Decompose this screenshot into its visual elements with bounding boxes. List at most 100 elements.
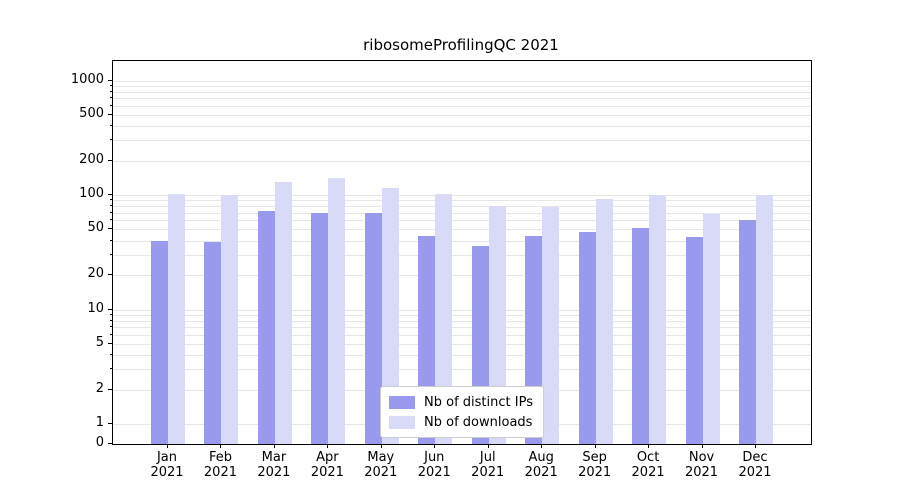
- x-tick-year: 2021: [310, 465, 344, 480]
- x-tick-label: Sep 2021: [563, 450, 627, 480]
- x-tick-year: 2021: [738, 465, 772, 480]
- bars-layer: [113, 61, 811, 444]
- x-tick-label: May 2021: [349, 450, 413, 480]
- x-tick-year: 2021: [524, 465, 558, 480]
- bar-oct-distinct-ips: [632, 228, 650, 444]
- gridline: [113, 275, 811, 277]
- chart-title: ribosomeProfilingQC 2021: [363, 36, 559, 54]
- gridline: [113, 320, 811, 322]
- y-minor-tick-mark: [110, 313, 112, 315]
- y-minor-tick-mark: [110, 326, 112, 328]
- gridline: [113, 195, 811, 196]
- legend-row-downloads: Nb of downloads: [389, 412, 533, 432]
- y-minor-tick-mark: [110, 253, 112, 255]
- y-minor-tick-mark: [110, 239, 112, 241]
- gridline: [113, 220, 811, 222]
- x-tick-month: Dec: [742, 450, 768, 465]
- y-minor-tick-mark: [110, 319, 112, 321]
- y-minor-tick-mark: [110, 219, 112, 221]
- y-minor-tick-mark: [110, 84, 112, 86]
- bar-jul-downloads: [488, 206, 506, 444]
- x-tick-mark: [541, 444, 543, 448]
- y-tick-mark: [108, 388, 112, 390]
- gridline: [113, 114, 811, 116]
- gridline: [113, 229, 811, 231]
- bar-jan-downloads: [168, 193, 185, 444]
- x-tick-year: 2021: [257, 465, 291, 480]
- y-tick-label: 100: [79, 186, 104, 201]
- bar-feb-distinct-ips: [204, 241, 222, 444]
- bar-dec-downloads: [756, 195, 773, 444]
- y-minor-tick-mark: [110, 90, 112, 92]
- bar-sep-distinct-ips: [578, 231, 596, 444]
- x-tick-month: Feb: [208, 450, 232, 465]
- x-tick-label: Jan 2021: [135, 450, 199, 480]
- x-tick-mark: [434, 444, 436, 448]
- x-tick-mark: [487, 444, 489, 448]
- y-tick-label: 500: [79, 105, 104, 121]
- x-tick-month: Jul: [479, 450, 496, 465]
- gridline: [113, 355, 811, 357]
- gridline: [113, 240, 811, 242]
- y-minor-tick-mark: [110, 125, 112, 127]
- y-tick-label: 200: [79, 151, 104, 167]
- y-tick-mark: [108, 423, 112, 424]
- x-tick-mark: [701, 444, 703, 448]
- y-minor-tick-mark: [110, 211, 112, 213]
- x-tick-year: 2021: [150, 465, 184, 480]
- x-tick-mark: [380, 444, 382, 448]
- legend-swatch-downloads: [389, 415, 416, 429]
- gridline: [113, 327, 811, 329]
- y-tick-label: 2: [95, 380, 104, 396]
- x-tick-month: Mar: [261, 450, 287, 465]
- y-tick-label: 5: [95, 334, 104, 350]
- bar-jun-downloads: [435, 194, 453, 444]
- gridline: [113, 91, 811, 93]
- y-minor-tick-mark: [110, 205, 112, 207]
- x-tick-month: Jan: [156, 450, 178, 465]
- x-tick-label: Jul 2021: [456, 450, 520, 480]
- x-tick-label: Nov 2021: [670, 450, 734, 480]
- x-tick-month: Nov: [688, 450, 715, 465]
- y-tick-label: 50: [87, 220, 104, 236]
- x-tick-label: Mar 2021: [242, 450, 306, 480]
- gridline: [113, 105, 811, 107]
- bar-sep-downloads: [595, 199, 613, 444]
- y-minor-tick-mark: [110, 97, 112, 99]
- x-tick-year: 2021: [578, 465, 612, 480]
- x-tick-year: 2021: [417, 465, 451, 480]
- y-tick-label: 1: [95, 415, 104, 430]
- gridline: [113, 98, 811, 100]
- gridline: [113, 343, 811, 345]
- gridlines-layer: [113, 61, 811, 444]
- gridline: [113, 85, 811, 87]
- gridline: [113, 126, 811, 128]
- y-tick-mark: [108, 308, 112, 310]
- plot-area: Nb of distinct IPs Nb of downloads: [112, 60, 812, 445]
- x-tick-month: Oct: [636, 450, 660, 465]
- x-tick-year: 2021: [471, 465, 505, 480]
- bar-nov-distinct-ips: [685, 236, 703, 444]
- legend: Nb of distinct IPs Nb of downloads: [380, 386, 544, 438]
- gridline: [113, 314, 811, 316]
- x-tick-month: Aug: [528, 450, 554, 465]
- bar-mar-downloads: [274, 181, 292, 444]
- x-tick-year: 2021: [364, 465, 398, 480]
- bar-may-distinct-ips: [364, 212, 382, 444]
- y-tick-mark: [108, 79, 112, 81]
- x-tick-label: Jun 2021: [402, 450, 466, 480]
- y-tick-mark: [108, 228, 112, 230]
- y-tick-mark: [108, 443, 112, 444]
- gridline: [113, 334, 811, 336]
- y-minor-tick-mark: [110, 199, 112, 201]
- legend-swatch-distinct-ips: [389, 395, 416, 409]
- x-tick-year: 2021: [631, 465, 665, 480]
- y-tick-mark: [108, 159, 112, 161]
- gridline: [113, 206, 811, 208]
- y-minor-tick-mark: [110, 104, 112, 106]
- gridline: [113, 160, 811, 162]
- y-minor-tick-mark: [110, 139, 112, 141]
- bar-apr-downloads: [328, 178, 346, 444]
- bar-jan-distinct-ips: [151, 240, 168, 444]
- x-tick-label: Apr 2021: [295, 450, 359, 480]
